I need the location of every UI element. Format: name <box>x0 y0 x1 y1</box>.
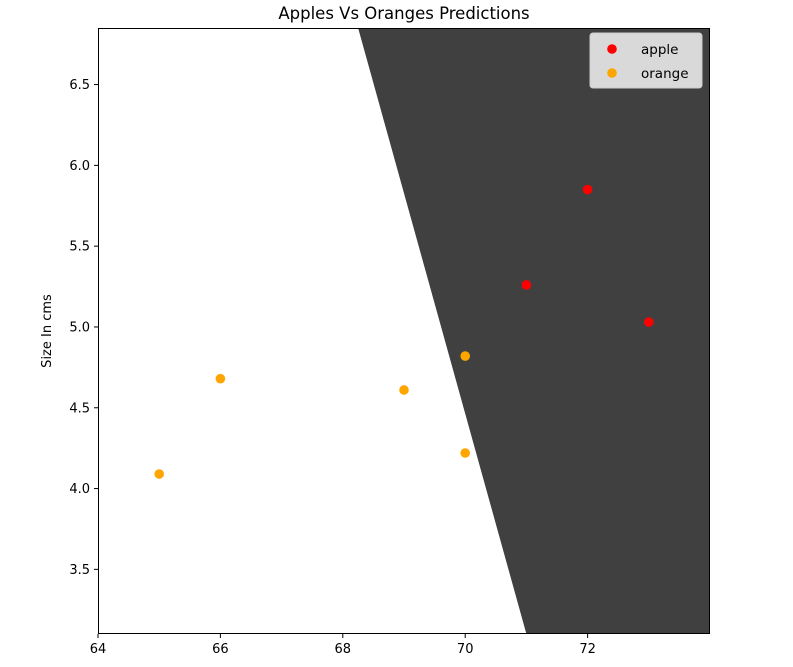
y-tick-label: 4.0 <box>69 482 90 497</box>
legend-marker-apple <box>607 44 617 54</box>
legend: apple orange <box>589 32 703 89</box>
apple-point-2 <box>582 184 593 195</box>
plot-frame <box>98 28 710 634</box>
x-axis: 64 66 68 70 72 <box>90 634 596 657</box>
legend-marker-orange <box>607 68 617 78</box>
x-tick-label: 68 <box>335 642 352 657</box>
y-axis: 3.5 4.0 4.5 5.0 5.5 6.0 6.5 <box>69 78 98 578</box>
y-tick-label: 6.5 <box>69 78 90 93</box>
x-tick-label: 66 <box>212 642 229 657</box>
orange-point-5 <box>460 448 471 458</box>
orange-point-2 <box>215 373 226 384</box>
apple-decision-region <box>358 28 710 634</box>
y-tick-label: 5.0 <box>69 320 90 335</box>
x-tick-label: 72 <box>579 642 596 657</box>
chart-title: Apples Vs Oranges Predictions <box>278 4 529 23</box>
apple-point-1 <box>521 280 532 290</box>
data-points <box>154 184 654 479</box>
legend-box <box>589 32 703 89</box>
legend-label-orange: orange <box>641 66 689 82</box>
legend-label-apple: apple <box>641 42 678 58</box>
x-tick-label: 70 <box>457 642 474 657</box>
x-tick-label: 64 <box>90 642 107 657</box>
y-tick-label: 3.5 <box>69 563 90 578</box>
orange-point-1 <box>154 469 164 479</box>
y-tick-label: 6.0 <box>69 159 90 174</box>
y-tick-label: 5.5 <box>69 240 90 255</box>
apple-point-3 <box>644 317 654 327</box>
orange-point-3 <box>399 385 409 395</box>
y-tick-label: 4.5 <box>69 401 90 416</box>
orange-point-4 <box>460 351 471 361</box>
y-axis-label: Size In cms <box>40 294 55 368</box>
